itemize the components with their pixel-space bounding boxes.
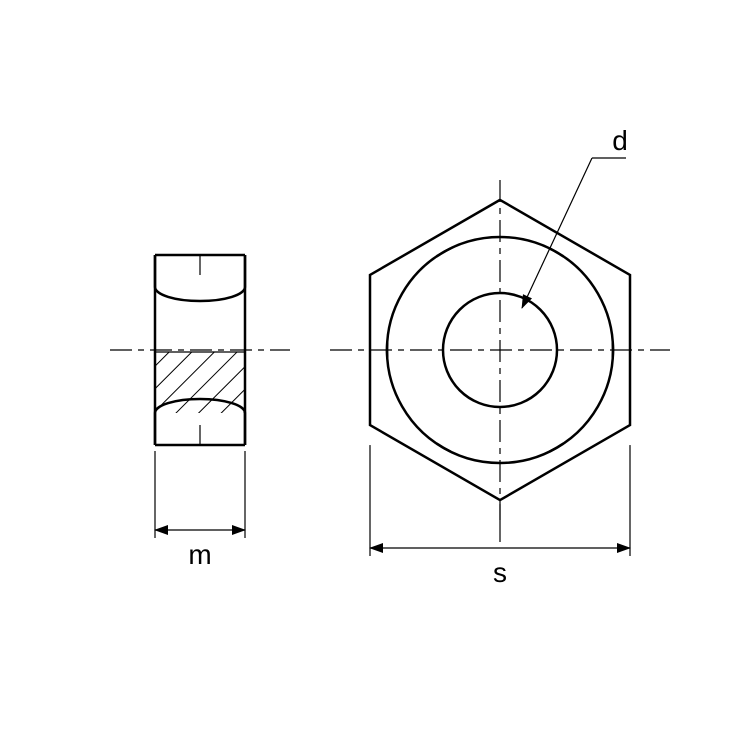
section-hatch [156, 352, 244, 413]
dimension-s-label: s [493, 557, 507, 588]
technical-drawing: m sd [0, 0, 750, 750]
top-view: sd [330, 125, 670, 588]
dimension-m-label: m [188, 539, 211, 570]
leader-d [522, 158, 592, 308]
dimension-d-label: d [612, 125, 628, 156]
side-view: m [110, 255, 290, 570]
